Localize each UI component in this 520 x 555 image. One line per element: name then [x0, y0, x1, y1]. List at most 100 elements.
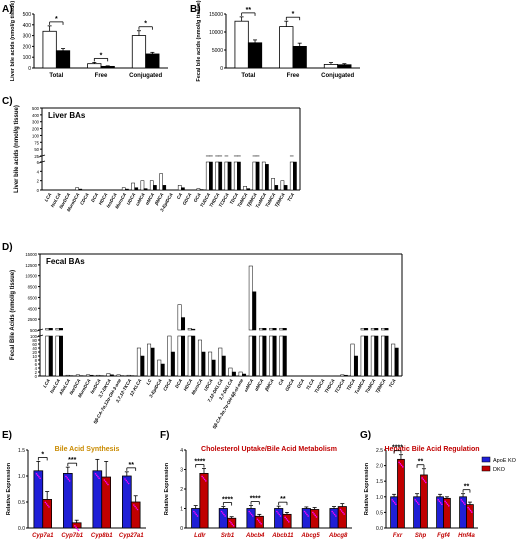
D-bar	[90, 375, 93, 376]
C-bar	[271, 178, 274, 190]
F-data-point	[229, 520, 231, 522]
D-bar	[96, 375, 99, 376]
B-y-tick-label: 10000	[209, 30, 223, 36]
E-data-point	[107, 484, 109, 486]
C-bar	[234, 162, 237, 190]
C-bar	[153, 185, 156, 190]
A-category-label: Conjugated	[129, 73, 162, 79]
G-category-label: Hnf4a	[458, 533, 475, 539]
F-data-point	[233, 525, 235, 527]
C-bar	[262, 162, 265, 190]
B-significance-label: **	[246, 7, 252, 14]
F-data-point	[205, 480, 207, 482]
D-bar	[351, 344, 354, 376]
G-legend-swatch	[482, 457, 490, 462]
D-bar	[273, 336, 276, 376]
C-bar	[197, 189, 200, 190]
D-bar	[364, 336, 367, 376]
B-y-tick-label: 0	[220, 66, 223, 72]
D-bar	[232, 372, 235, 376]
A-bar	[146, 54, 159, 68]
D-bar	[86, 375, 89, 376]
panel-f-letter: F)	[160, 430, 169, 441]
E-data-point	[45, 502, 47, 504]
F-data-point	[287, 520, 289, 522]
G-data-point	[448, 505, 450, 507]
E-data-point	[104, 479, 106, 481]
F-data-point	[201, 476, 203, 478]
D-bar	[371, 336, 374, 376]
A-category-label: Free	[95, 73, 108, 79]
G-data-point	[447, 504, 449, 506]
C-bar	[135, 188, 138, 190]
D-bar	[181, 336, 184, 376]
F-data-point	[276, 511, 278, 513]
D-bar	[219, 348, 222, 376]
F-category-label: Srb1	[221, 533, 235, 539]
D-bar	[56, 328, 59, 330]
C-bar	[178, 185, 181, 190]
E-data-point	[74, 525, 76, 527]
F-data-point	[197, 515, 199, 517]
E-data-point	[38, 476, 40, 478]
C-bar	[79, 189, 82, 190]
F-data-point	[231, 523, 233, 525]
F-category-label: Ldlr	[194, 533, 206, 539]
F-category-label: Abcb4	[245, 533, 265, 539]
D-bar	[59, 328, 62, 330]
F-data-point	[305, 512, 307, 514]
F-data-point	[259, 522, 261, 524]
D-y-tick-label: 100	[30, 334, 38, 339]
E-data-point	[95, 473, 97, 475]
D-bar	[208, 352, 211, 376]
E-y-tick-label: 1.0	[18, 474, 25, 480]
F-bar	[200, 473, 208, 528]
B-y-axis-label: Fecal bile acids (nmol/g tissue)	[196, 0, 202, 81]
F-y-tick-label: 3	[180, 468, 183, 474]
D-bar	[161, 364, 164, 376]
C-bar	[247, 189, 250, 190]
F-y-tick-label: 0	[180, 526, 183, 532]
panel-c-letter: C)	[2, 96, 13, 107]
D-bar	[273, 328, 276, 330]
A-y-tick-label: 300	[23, 34, 32, 40]
C-bar	[293, 162, 296, 190]
E-data-point	[78, 530, 80, 532]
D-bar	[117, 375, 120, 376]
E-bar	[93, 471, 102, 528]
D-bar	[253, 336, 256, 376]
F-data-point	[230, 522, 232, 524]
D-bar	[222, 356, 225, 376]
C-bar	[225, 162, 228, 190]
A-bar	[101, 66, 114, 68]
F-data-point	[257, 519, 259, 521]
F-bar	[283, 514, 291, 528]
F-data-point	[312, 512, 314, 514]
F-bar	[311, 509, 319, 528]
E-data-point	[128, 483, 130, 485]
C-bar	[206, 162, 209, 190]
D-bar	[66, 375, 69, 376]
D-bar	[147, 344, 150, 376]
E-data-point	[47, 505, 49, 507]
B-bar	[235, 21, 248, 68]
F-data-point	[195, 514, 197, 516]
F-bar	[275, 509, 283, 529]
G-data-point	[423, 479, 425, 481]
F-data-point	[333, 512, 335, 514]
D-bar	[253, 292, 256, 330]
E-data-point	[39, 478, 41, 480]
F-category-label: Abcg5	[300, 533, 320, 539]
F-bar	[338, 507, 346, 528]
G-data-point	[402, 466, 404, 468]
F-title: Cholesterol Uptake/Bile Acid Metabolism	[201, 446, 337, 453]
G-y-tick-label: 1.5	[376, 479, 383, 485]
G-y-tick-label: 2.0	[376, 464, 383, 470]
A-y-tick-label: 400	[23, 23, 32, 29]
D-bar	[283, 336, 286, 376]
D-bar	[259, 328, 262, 330]
D-bar	[191, 329, 194, 330]
G-data-point	[391, 499, 393, 501]
D-bar	[391, 344, 394, 376]
